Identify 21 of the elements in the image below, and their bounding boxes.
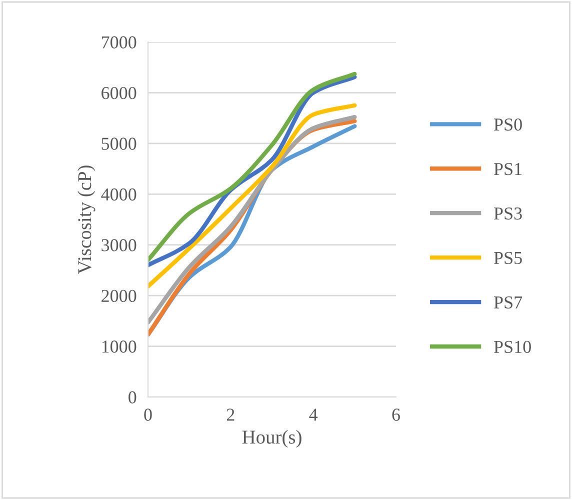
y-tick-label: 2000 bbox=[102, 290, 136, 302]
y-tick-label: 7000 bbox=[102, 36, 136, 48]
y-tick-label: 6000 bbox=[102, 86, 136, 100]
y-tick-label: 4000 bbox=[101, 188, 136, 201]
y-tick-label: 3000 bbox=[102, 239, 136, 252]
y-tick-label: 1000 bbox=[102, 340, 136, 353]
y-axis-title: Viscosity (cP) bbox=[78, 166, 96, 274]
legend-label: PS5 bbox=[494, 252, 522, 264]
legend-label: PS3 bbox=[494, 207, 522, 220]
legend-label: PS0 bbox=[494, 118, 522, 131]
legend-label: PS7 bbox=[494, 296, 522, 309]
y-tick-label: 5000 bbox=[102, 138, 136, 150]
x-tick-label: 0 bbox=[144, 408, 152, 421]
legend-label: PS10 bbox=[494, 340, 531, 353]
x-tick-label: 2 bbox=[226, 408, 234, 421]
line-series bbox=[148, 103, 357, 289]
legend-label: PS1 bbox=[494, 162, 522, 176]
x-axis-title: Hour(s) bbox=[242, 430, 302, 448]
x-tick-label: 6 bbox=[392, 408, 400, 421]
y-tick-label: 0 bbox=[128, 391, 136, 404]
x-tick-label: 4 bbox=[309, 408, 318, 421]
